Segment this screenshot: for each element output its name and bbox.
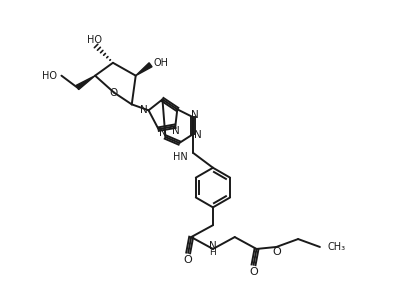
Text: HN: HN [173,152,188,162]
Text: O: O [272,247,281,257]
Text: O: O [110,88,118,99]
Text: O: O [184,255,193,265]
Text: OH: OH [153,58,168,68]
Text: HO: HO [43,71,58,81]
Text: N: N [158,128,166,138]
Polygon shape [136,63,152,76]
Polygon shape [76,76,95,89]
Text: O: O [249,267,258,277]
Text: N: N [194,130,202,140]
Text: H: H [210,249,216,257]
Text: N: N [209,241,217,251]
Text: N: N [191,110,199,120]
Text: N: N [140,105,148,115]
Text: HO: HO [87,35,102,45]
Text: CH₃: CH₃ [328,242,346,252]
Text: N: N [173,126,180,136]
